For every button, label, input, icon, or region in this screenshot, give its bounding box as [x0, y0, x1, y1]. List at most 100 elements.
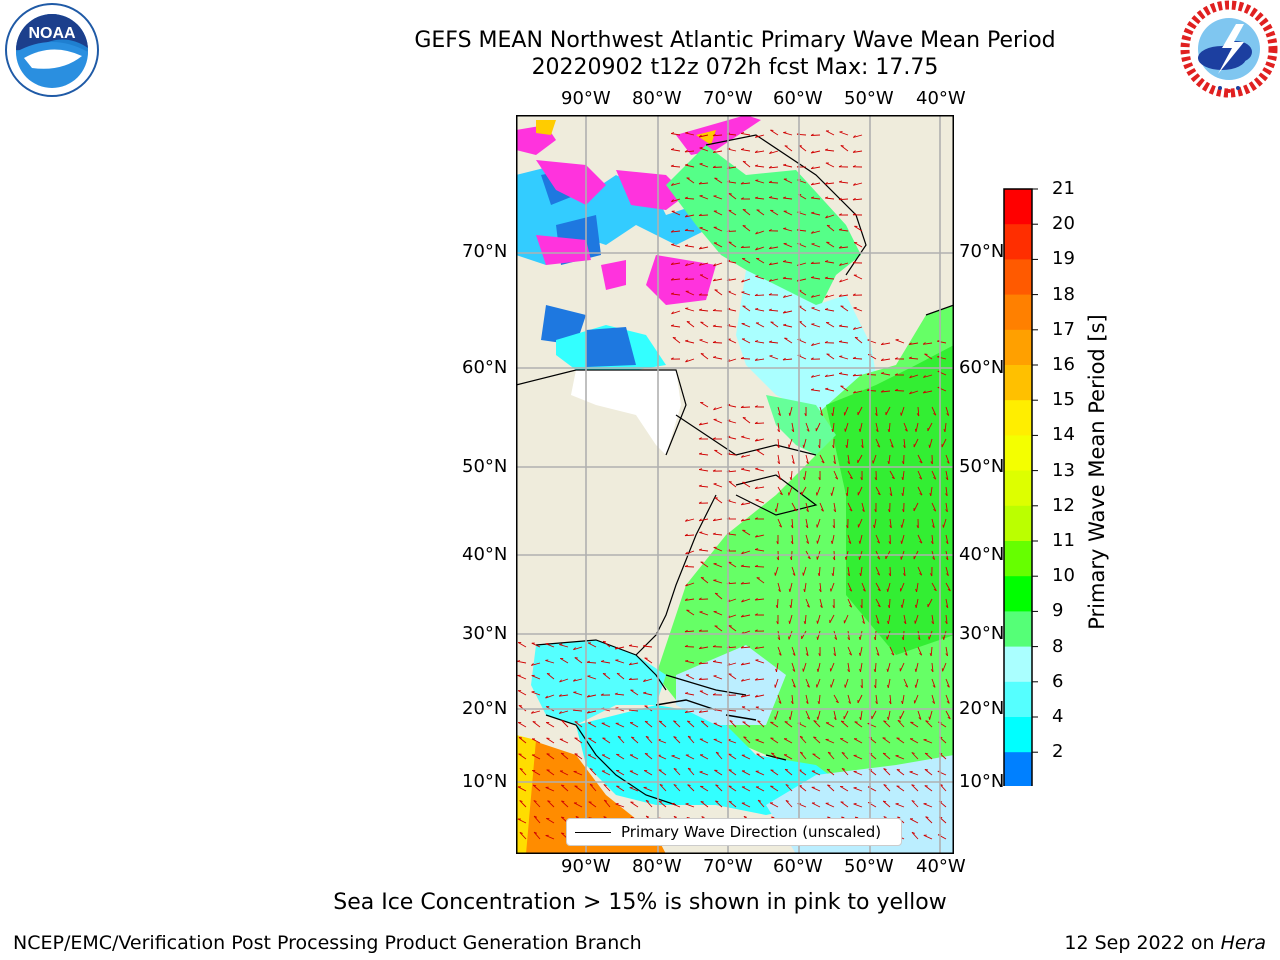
wave-direction-arrowhead: [849, 604, 852, 608]
wave-direction-arrow: [755, 165, 765, 168]
wave-direction-arrow: [913, 438, 919, 448]
wave-direction-arrow: [866, 373, 877, 376]
colorbar-band: [1004, 505, 1032, 542]
wave-direction-arrowhead: [849, 476, 853, 480]
wave-direction-arrow: [817, 614, 821, 624]
wave-direction-arrowhead: [877, 492, 881, 496]
colorbar-tick-label: 14: [1052, 424, 1075, 446]
wave-direction-arrowhead: [628, 677, 632, 680]
wave-direction-arrow: [517, 674, 527, 680]
wave-direction-arrow: [645, 735, 653, 744]
wave-direction-arrowhead: [589, 768, 593, 770]
wave-direction-arrow: [840, 385, 849, 392]
wave-direction-arrow: [830, 678, 835, 688]
wave-direction-arrowhead: [670, 230, 674, 233]
wave-direction-arrow: [798, 769, 807, 776]
wave-direction-arrowhead: [670, 148, 675, 150]
wave-direction-arrow: [769, 262, 779, 266]
wave-direction-arrowhead: [659, 783, 663, 786]
wave-direction-arrow: [888, 422, 891, 433]
lat-label-left-20n: 20°N: [462, 698, 508, 719]
wave-direction-arrowhead: [825, 387, 829, 390]
wave-direction-arrow: [713, 406, 723, 411]
wave-direction-arrowhead: [803, 621, 806, 625]
wave-direction-arrowhead: [788, 588, 791, 592]
wave-direction-arrow: [699, 549, 709, 552]
wave-direction-arrowhead: [889, 493, 893, 497]
wave-direction-arrowhead: [849, 588, 852, 592]
wave-direction-arrowhead: [755, 307, 759, 310]
wave-direction-arrowhead: [861, 445, 864, 449]
wave-direction-arrowhead: [877, 444, 881, 448]
wave-direction-arrowhead: [754, 598, 758, 601]
wave-direction-arrowhead: [712, 340, 716, 343]
wave-direction-arrowhead: [782, 295, 786, 298]
legend-line-sample: [575, 831, 611, 833]
wave-direction-arrow: [917, 534, 923, 544]
wave-direction-arrowhead: [930, 541, 934, 545]
wave-direction-arrowhead: [756, 577, 760, 579]
wave-direction-arrow: [847, 646, 853, 656]
wave-direction-arrow: [643, 770, 653, 776]
wave-direction-arrow: [574, 785, 583, 792]
wave-direction-arrow: [715, 784, 723, 792]
wave-direction-arrow: [728, 209, 737, 216]
wave-direction-arrowhead: [883, 784, 887, 786]
wave-direction-arrow: [931, 582, 937, 592]
map-title-line2: 20220902 t12z 072h fcst Max: 17.75: [531, 55, 939, 80]
wave-direction-arrow: [917, 646, 923, 656]
wave-direction-arrow: [833, 710, 837, 720]
wave-direction-arrowhead: [546, 672, 550, 675]
wave-direction-arrowhead: [685, 263, 688, 267]
wave-direction-arrow: [700, 353, 709, 360]
wave-direction-arrowhead: [810, 150, 814, 154]
wave-direction-arrow: [923, 374, 933, 378]
wave-direction-arrow: [714, 497, 723, 504]
wave-direction-arrow: [742, 305, 751, 312]
wave-direction-arrowhead: [901, 461, 905, 465]
wave-direction-arrow: [561, 720, 569, 728]
wave-direction-arrow: [741, 754, 751, 760]
graticule: [516, 115, 954, 854]
wave-direction-arrowhead: [783, 131, 787, 134]
wave-direction-arrow: [616, 753, 625, 760]
wave-direction-arrowhead: [838, 165, 842, 168]
wave-direction-arrowhead: [698, 246, 702, 250]
wave-direction-arrow: [917, 630, 921, 640]
wave-direction-arrowhead: [757, 799, 762, 802]
wave-direction-arrowhead: [712, 660, 717, 663]
wave-direction-arrowhead: [776, 621, 779, 625]
wave-direction-arrow: [686, 609, 695, 616]
wave-direction-arrowhead: [877, 572, 880, 576]
wave-direction-arrow: [924, 769, 933, 776]
lat-label-left-70n: 70°N: [462, 241, 508, 262]
wave-direction-arrow: [727, 291, 737, 296]
colorbar-tick-label: 17: [1052, 318, 1075, 340]
wave-direction-arrow: [671, 198, 681, 203]
wave-direction-arrow: [791, 454, 795, 464]
wave-direction-arrow: [687, 767, 695, 776]
wave-direction-arrowhead: [768, 246, 772, 250]
wave-direction-arrowhead: [833, 509, 836, 513]
wave-direction-arrow: [915, 422, 919, 432]
wave-direction-arrowhead: [849, 652, 852, 656]
wave-direction-arrow: [713, 661, 723, 664]
wave-direction-arrowhead: [824, 295, 828, 298]
noaa-logo-text: NOAA: [28, 25, 76, 42]
wave-direction-arrow: [839, 278, 849, 283]
wave-direction-arrowhead: [945, 509, 948, 513]
wave-direction-arrowhead: [914, 428, 917, 432]
wave-direction-arrowhead: [790, 525, 794, 529]
colorbar-band: [1004, 541, 1032, 577]
wave-direction-arrowhead: [788, 716, 791, 720]
wave-direction-arrow: [755, 275, 765, 280]
wave-direction-arrowhead: [784, 145, 788, 147]
wave-direction-arrowhead: [802, 444, 805, 448]
wave-direction-arrow: [902, 470, 905, 480]
wave-direction-arrow: [923, 390, 933, 394]
wave-direction-arrow: [713, 418, 723, 424]
wave-direction-arrow: [601, 660, 611, 664]
wave-direction-arrowhead: [561, 720, 565, 722]
wave-direction-arrow: [811, 307, 821, 312]
wave-direction-arrowhead: [924, 752, 929, 755]
